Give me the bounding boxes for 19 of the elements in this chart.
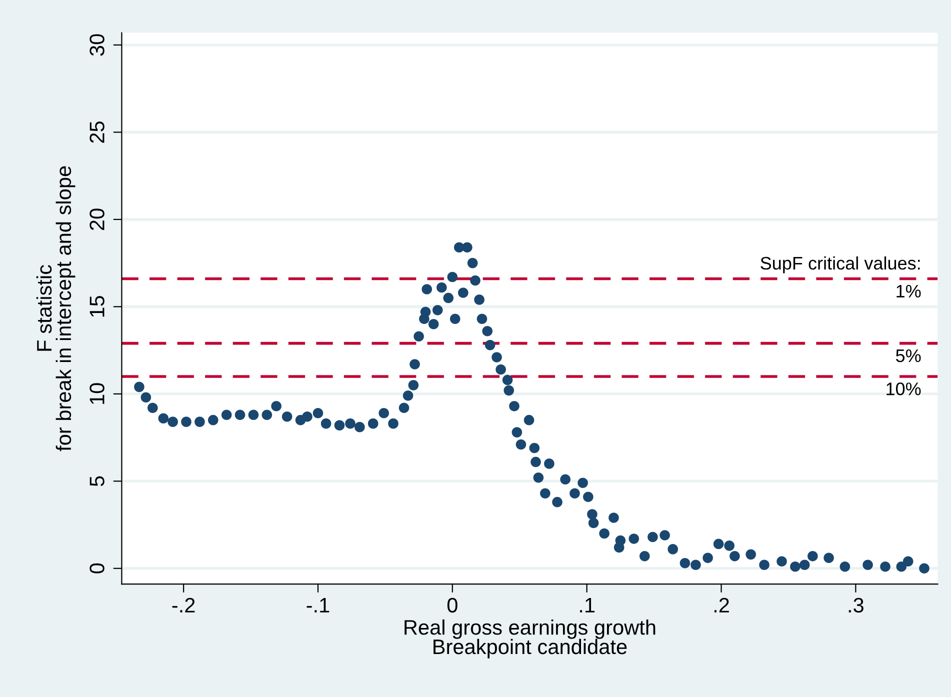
x-tick-label: -.1	[306, 598, 330, 612]
x-tick-label: .2	[714, 598, 729, 612]
x-tick-label: .1	[580, 598, 595, 612]
x-axis-title: Real gross earnings growth Breakpoint candidate	[404, 619, 656, 658]
x-tick-label: .3	[848, 598, 864, 613]
annotation: 10%	[886, 382, 921, 396]
annotation: 1%	[896, 284, 921, 298]
y-tick-label: 25	[90, 121, 104, 143]
y-tick-label: 10	[90, 383, 104, 404]
annotation: SupF critical values:	[760, 256, 920, 274]
x-tick-label: 0	[447, 598, 458, 613]
y-tick-label: 0	[90, 563, 104, 574]
y-tick-label: 30	[90, 34, 104, 56]
y-axis-title: F statistic for break in intercept and slope	[36, 166, 76, 452]
y-tick-label: 5	[90, 476, 104, 486]
annotation: 5%	[896, 349, 921, 362]
y-tick-label: 20	[90, 208, 104, 230]
y-tick-label: 15	[90, 296, 104, 317]
x-tick-label: -.2	[172, 598, 195, 612]
